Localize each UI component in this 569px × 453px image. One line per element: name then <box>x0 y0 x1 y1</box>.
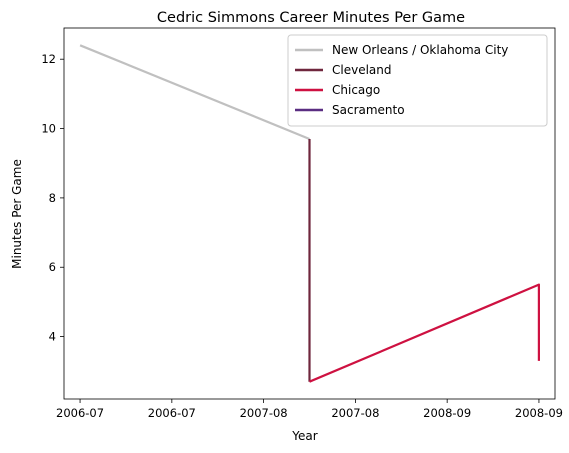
x-tick-label: 2007-08 <box>331 406 379 420</box>
y-tick-label: 8 <box>49 191 56 205</box>
legend: New Orleans / Oklahoma City Cleveland Chic… <box>287 34 548 127</box>
y-tick-label: 6 <box>49 260 56 274</box>
x-tick-label: 2006-07 <box>56 406 104 420</box>
y-tick-label: 12 <box>41 52 56 66</box>
legend-label: New Orleans / Oklahoma City <box>332 43 508 57</box>
x-tick-label: 2007-08 <box>240 406 288 420</box>
y-axis-label: Minutes Per Game <box>10 159 24 269</box>
x-tick-label: 2008-09 <box>515 406 563 420</box>
chart-title: Cedric Simmons Career Minutes Per Game <box>157 10 465 26</box>
x-axis-label: Year <box>291 429 317 443</box>
x-tick-label: 2008-09 <box>423 406 471 420</box>
series-layer <box>79 44 541 383</box>
legend-label: Sacramento <box>332 103 405 117</box>
legend-label: Cleveland <box>332 63 392 77</box>
y-tick-label: 10 <box>41 122 56 136</box>
x-axis-ticks: 2006-07 2006-07 2007-08 2007-08 2008-09 2008-… <box>56 399 563 420</box>
x-tick-label: 2006-07 <box>148 406 196 420</box>
legend-box <box>287 34 548 127</box>
plot-frame <box>63 27 556 400</box>
y-tick-label: 4 <box>49 330 56 344</box>
series-line-0 <box>79 44 310 141</box>
y-axis-ticks: 4 6 8 10 12 <box>41 52 64 344</box>
series-line-2 <box>309 283 541 383</box>
legend-label: Chicago <box>332 83 380 97</box>
